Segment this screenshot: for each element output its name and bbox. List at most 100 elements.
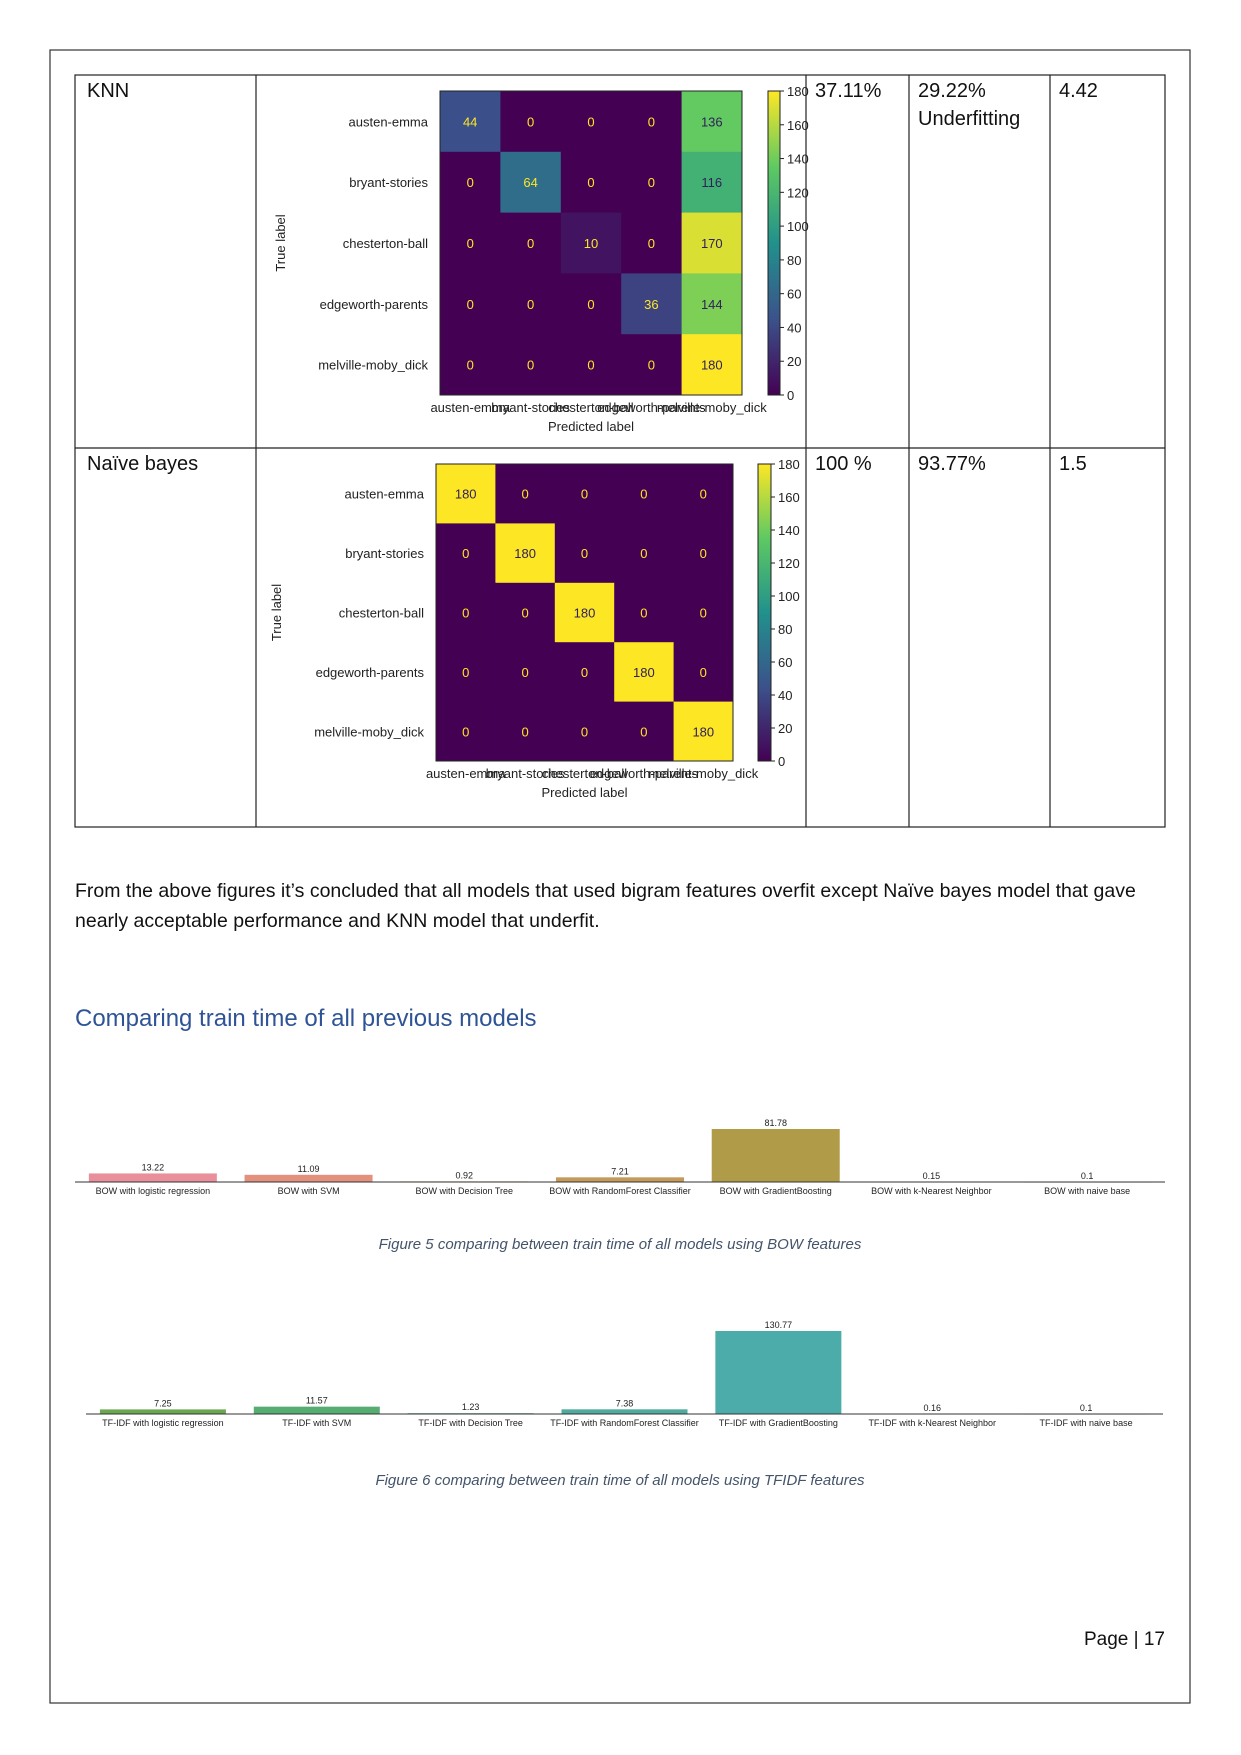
cell-label: 0 <box>640 546 647 561</box>
cell-label: 180 <box>514 546 536 561</box>
y-tick-label: melville-moby_dick <box>314 724 424 739</box>
x-tick-label: melville-moby_dick <box>657 400 767 415</box>
heatmap-cell <box>495 582 556 643</box>
heatmap-cell <box>621 334 683 396</box>
cell-label: 0 <box>700 606 707 621</box>
y-tick-label: chesterton-ball <box>343 236 428 251</box>
colorbar-tick-label: 160 <box>778 490 800 505</box>
heatmap-cell <box>495 642 556 703</box>
cell-label: 36 <box>644 297 658 312</box>
x-tick-label: edgeworth-parents <box>590 766 699 781</box>
heatmap-cell <box>621 151 683 214</box>
y-tick-label: austen-emma <box>349 114 429 129</box>
bar <box>556 1177 684 1182</box>
heatmap-cell <box>681 334 743 396</box>
cell-label: 144 <box>701 297 723 312</box>
heatmap-cell <box>500 91 562 153</box>
heatmap-cell <box>436 582 496 643</box>
heatmap-cell <box>614 701 675 762</box>
heatmap-cell <box>560 91 622 153</box>
cell-label: 0 <box>521 487 528 502</box>
heatmap-cell <box>673 523 734 584</box>
colorbar-tick-label: 0 <box>787 388 794 403</box>
table-cell-text: Naïve bayes <box>87 453 198 475</box>
y-axis-label: True label <box>269 584 284 641</box>
heatmap-cell <box>440 151 501 214</box>
table-cell-text: 29.22% <box>918 80 986 102</box>
cell-label: 0 <box>521 665 528 680</box>
heatmap-cell <box>681 91 743 153</box>
heatmap-cell <box>500 334 562 396</box>
colorbar-tick-label: 180 <box>787 84 809 99</box>
colorbar-tick-label: 40 <box>778 688 792 703</box>
colorbar <box>767 90 781 396</box>
heatmap-cell <box>500 151 562 214</box>
x-tick-label: austen-emma <box>426 766 506 781</box>
value-label: 7.38 <box>616 1398 634 1408</box>
heatmap-cell <box>440 334 501 396</box>
x-tick-label: melville-moby_dick <box>648 766 758 781</box>
cell-label: 0 <box>462 724 469 739</box>
value-label: 0.92 <box>456 1170 474 1180</box>
cell-label: 180 <box>633 665 655 680</box>
bar <box>715 1331 842 1414</box>
colorbar <box>757 463 772 762</box>
heatmap-cell <box>614 464 675 524</box>
x-tick-label: bryant-stories <box>491 400 570 415</box>
y-tick-label: bryant-stories <box>349 175 428 190</box>
heatmap-cell <box>621 273 683 335</box>
y-axis-label: True label <box>273 214 288 271</box>
colorbar-tick-label: 40 <box>787 320 801 335</box>
bar <box>88 1173 217 1182</box>
bar <box>711 1129 840 1182</box>
heatmap-cell <box>436 464 496 524</box>
x-tick-label: BOW with naive base <box>1044 1186 1130 1196</box>
heatmap-cell <box>495 523 556 584</box>
x-tick-label: TF-IDF with Decision Tree <box>418 1418 523 1428</box>
colorbar-tick-label: 80 <box>787 253 801 268</box>
x-tick-label: TF-IDF with k-Nearest Neighbor <box>868 1418 996 1428</box>
heatmap-cell <box>495 701 556 762</box>
colorbar-tick-label: 0 <box>778 754 785 769</box>
colorbar-tick-label: 80 <box>778 622 792 637</box>
heatmap-cell <box>673 701 734 762</box>
y-tick-label: edgeworth-parents <box>320 297 429 312</box>
colorbar-tick-label: 20 <box>778 721 792 736</box>
heatmap-cell <box>614 582 675 643</box>
caption: Figure 5 comparing between train time of… <box>379 1236 862 1253</box>
x-axis-label: Predicted label <box>548 419 634 434</box>
cell-label: 116 <box>701 175 722 190</box>
cell-label: 44 <box>463 114 477 129</box>
colorbar-tick-label: 100 <box>778 589 800 604</box>
colorbar-tick-label: 120 <box>787 185 809 200</box>
cell-label: 0 <box>521 606 528 621</box>
cell-label: 0 <box>467 175 474 190</box>
heatmap-cell <box>554 642 615 703</box>
heatmap-cell <box>673 464 734 524</box>
heading: Comparing train time of all previous mod… <box>75 1005 537 1032</box>
value-label: 81.78 <box>764 1118 787 1128</box>
bar <box>253 1406 380 1414</box>
x-tick-label: TF-IDF with RandomForest Classifier <box>550 1418 699 1428</box>
heatmap-cell <box>621 212 683 274</box>
table-cell-text: 93.77% <box>918 453 986 475</box>
heatmap-cell <box>614 523 675 584</box>
value-label: 1.23 <box>462 1402 480 1412</box>
paragraph: From the above figures it’s concluded th… <box>75 880 1136 932</box>
x-tick-label: chesterton-ball <box>542 766 627 781</box>
x-tick-label: edgeworth-parents <box>597 400 706 415</box>
value-label: 0.16 <box>923 1403 941 1413</box>
colorbar-tick-label: 180 <box>778 457 800 472</box>
heatmap-cell <box>500 273 562 335</box>
x-tick-label: bryant-stories <box>486 766 565 781</box>
colorbar-tick-label: 140 <box>778 523 800 538</box>
heatmap-cell <box>436 523 496 584</box>
x-tick-label: BOW with RandomForest Classifier <box>549 1186 691 1196</box>
value-label: 7.25 <box>154 1398 172 1408</box>
cell-label: 0 <box>700 487 707 502</box>
cell-label: 0 <box>587 358 594 373</box>
x-tick-label: BOW with GradientBoosting <box>720 1186 832 1196</box>
heatmap-cell <box>554 464 615 524</box>
cell-label: 0 <box>581 724 588 739</box>
